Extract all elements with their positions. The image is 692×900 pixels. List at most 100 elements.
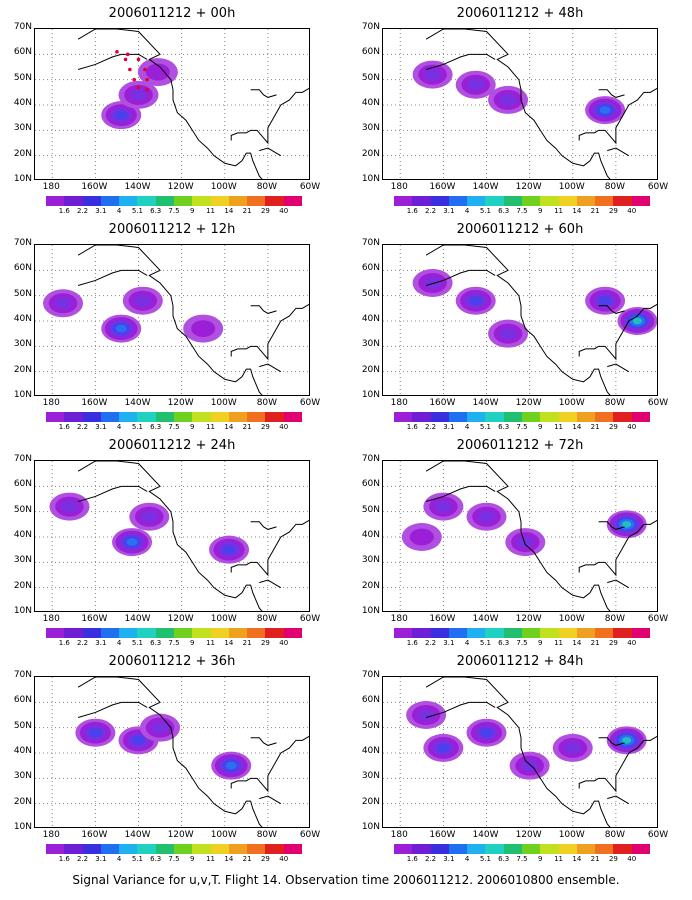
colorbar-swatch xyxy=(155,412,174,422)
colorbar-label: 11 xyxy=(206,855,216,863)
lat-tick-label: 10N xyxy=(13,822,32,832)
colorbar-label: 21 xyxy=(242,423,252,431)
flight-track-point xyxy=(125,52,130,57)
colorbar-label: 14 xyxy=(572,207,582,215)
lat-tick-label: 70N xyxy=(361,454,380,464)
colorbar-label: 3.1 xyxy=(443,207,455,215)
colorbar-swatch xyxy=(173,196,193,206)
variance-contour xyxy=(417,709,435,721)
lon-tick-label: 160W xyxy=(429,614,456,624)
map-svg xyxy=(35,29,309,179)
colorbar-swatch xyxy=(192,196,211,206)
colorbar-swatch xyxy=(210,628,229,638)
variance-contour xyxy=(88,728,103,738)
lon-tick-label: 60W xyxy=(299,614,321,624)
colorbar-swatch xyxy=(46,844,65,854)
colorbar-swatch xyxy=(46,412,65,422)
lat-tick-label: 10N xyxy=(13,174,32,184)
colorbar-label: 7.5 xyxy=(516,855,528,863)
colorbar-label: 1.6 xyxy=(58,639,70,647)
coastline xyxy=(230,735,309,793)
coastline xyxy=(250,737,277,746)
lat-tick-label: 30N xyxy=(13,123,32,134)
colorbar-label: 6.3 xyxy=(498,423,510,431)
colorbar-swatch xyxy=(595,196,614,206)
coastline xyxy=(607,795,630,805)
colorbar-label: 29 xyxy=(608,423,618,431)
lat-tick-label: 30N xyxy=(361,339,380,350)
variance-contour xyxy=(424,68,442,81)
colorbar-swatch xyxy=(64,412,83,422)
coastline xyxy=(230,519,309,577)
colorbar-swatch xyxy=(265,628,284,638)
lon-tick-label: 180 xyxy=(390,614,408,624)
variance-contour xyxy=(191,320,216,337)
lat-tick-label: 20N xyxy=(361,580,380,591)
lon-tick-label: 140W xyxy=(472,398,499,408)
colorbar-swatch xyxy=(265,412,284,422)
colorbar-swatch xyxy=(119,628,138,638)
lat-tick-label: 10N xyxy=(361,822,380,832)
lon-tick-label: 80W xyxy=(604,398,626,408)
colorbar xyxy=(46,628,302,638)
colorbar-swatch xyxy=(595,844,614,854)
colorbar-label: 2.2 xyxy=(76,855,89,863)
lat-tick-label: 40N xyxy=(361,530,380,540)
variance-contour xyxy=(140,510,158,523)
colorbar-label: 14 xyxy=(224,423,234,431)
lat-tick-label: 60N xyxy=(13,47,32,58)
lat-tick-label: 50N xyxy=(361,288,380,299)
colorbar-swatch xyxy=(265,196,284,206)
colorbar-label: 9 xyxy=(538,207,543,215)
colorbar-swatch xyxy=(576,196,596,206)
lon-tick-label: 120W xyxy=(515,182,542,192)
colorbar-label: 3.1 xyxy=(95,423,107,431)
colorbar-label: 40 xyxy=(279,855,289,863)
coastline xyxy=(425,461,611,611)
colorbar-label: 11 xyxy=(554,639,564,647)
colorbar-label: 11 xyxy=(206,639,216,647)
colorbar-label: 9 xyxy=(190,207,195,215)
lat-tick-label: 60N xyxy=(13,263,32,274)
colorbar-swatch xyxy=(448,412,468,422)
panel-title: 2006011212 + 72h xyxy=(456,438,584,453)
figure-caption: Signal Variance for u,v,T. Flight 14. Ob… xyxy=(72,873,620,887)
lon-tick-label: 60W xyxy=(647,182,669,192)
variance-contour xyxy=(467,78,485,91)
colorbar-swatch xyxy=(558,412,577,422)
colorbar-swatch xyxy=(283,628,302,638)
colorbar-swatch xyxy=(521,412,541,422)
colorbar-swatch xyxy=(613,412,632,422)
panel-title: 2006011212 + 36h xyxy=(108,654,236,669)
map-panel xyxy=(382,460,658,612)
colorbar-label: 6.3 xyxy=(498,639,510,647)
coastline xyxy=(425,53,496,71)
colorbar-label: 21 xyxy=(590,639,600,647)
lat-tick-label: 20N xyxy=(361,148,380,159)
lon-tick-label: 60W xyxy=(647,398,669,408)
colorbar-swatch xyxy=(119,412,138,422)
map-svg xyxy=(35,677,309,827)
colorbar-swatch xyxy=(613,844,632,854)
coastline xyxy=(425,677,611,827)
lat-tick-label: 70N xyxy=(361,670,380,680)
colorbar-swatch xyxy=(155,196,174,206)
colorbar-label: 9 xyxy=(190,423,195,431)
colorbar-swatch xyxy=(412,844,431,854)
lon-tick-label: 80W xyxy=(256,614,278,624)
lat-tick-label: 50N xyxy=(13,72,32,83)
lon-tick-label: 120W xyxy=(515,830,542,840)
colorbar-swatch xyxy=(503,628,522,638)
lon-tick-label: 80W xyxy=(604,830,626,840)
colorbar-label: 3.1 xyxy=(443,423,455,431)
lat-tick-label: 20N xyxy=(361,796,380,807)
colorbar-swatch xyxy=(430,196,449,206)
colorbar-label: 2.2 xyxy=(76,207,89,215)
variance-contour xyxy=(434,500,452,513)
lon-tick-label: 160W xyxy=(81,614,108,624)
lat-tick-label: 60N xyxy=(13,695,32,706)
colorbar-swatch xyxy=(503,412,522,422)
lon-tick-label: 180 xyxy=(42,182,60,192)
flight-track-point xyxy=(143,67,147,72)
colorbar-swatch xyxy=(540,628,559,638)
